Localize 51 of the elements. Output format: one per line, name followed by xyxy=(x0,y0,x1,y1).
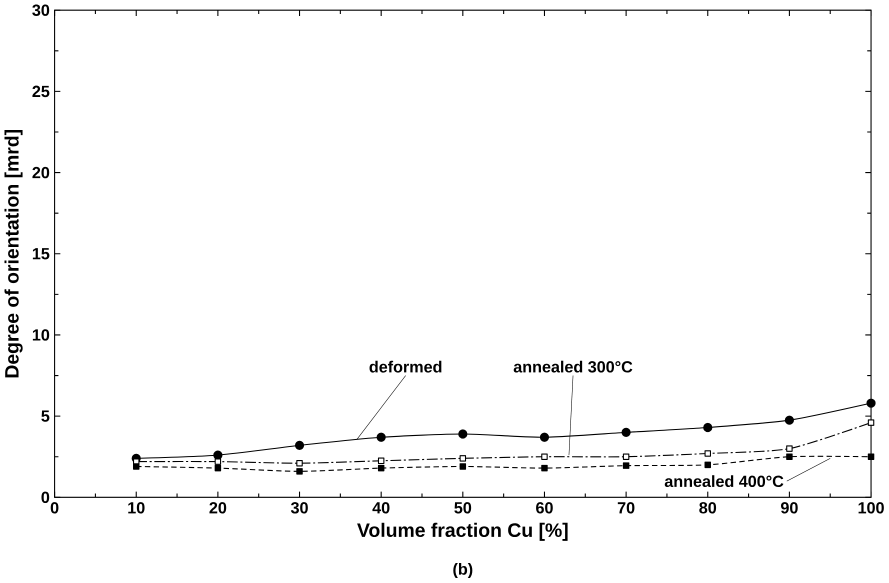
x-tick-label: 50 xyxy=(454,502,472,514)
x-tick-label: 10 xyxy=(128,502,145,514)
x-tick-label: 60 xyxy=(536,502,553,514)
point xyxy=(868,454,874,460)
point xyxy=(460,463,466,470)
point xyxy=(622,462,630,470)
point xyxy=(376,432,386,442)
y-tick-label: 25 xyxy=(32,86,50,98)
y-tick-label: 5 xyxy=(41,410,50,422)
x-tick-label: 70 xyxy=(618,502,634,514)
y-tick-label: 15 xyxy=(32,248,50,260)
point xyxy=(622,454,630,460)
y-tick-label: 20 xyxy=(32,167,50,179)
x-tick-label: 40 xyxy=(372,502,390,514)
point xyxy=(541,454,548,460)
point xyxy=(784,416,794,426)
point xyxy=(622,428,631,438)
x-tick-label: 100 xyxy=(858,502,884,514)
point xyxy=(703,423,712,432)
point xyxy=(786,446,793,452)
point xyxy=(786,454,793,460)
y-tick-label: 30 xyxy=(32,4,50,16)
y-axis-title: Degree of orientation [mrd] xyxy=(4,130,23,378)
x-tick-label: 30 xyxy=(290,502,308,514)
point xyxy=(866,398,876,408)
point xyxy=(541,465,548,472)
point xyxy=(704,450,711,457)
y-tick-label: 0 xyxy=(41,492,50,504)
text: deformed xyxy=(370,360,442,373)
point xyxy=(704,462,711,468)
x-tick-label: 0 xyxy=(50,502,58,514)
point xyxy=(378,458,384,464)
series-label: annealed 400°C xyxy=(664,475,784,488)
text: (b) xyxy=(453,563,472,578)
point xyxy=(540,432,550,442)
point xyxy=(460,455,466,462)
point xyxy=(214,465,222,472)
point xyxy=(868,420,874,426)
point xyxy=(296,468,303,475)
x-tick-label: 80 xyxy=(699,502,716,514)
point xyxy=(214,458,222,466)
y-tick-label: 10 xyxy=(32,329,50,341)
x-axis-title: Volume fraction Cu [%] xyxy=(357,523,568,542)
point xyxy=(296,460,303,467)
point xyxy=(294,441,304,450)
point xyxy=(458,430,468,439)
point xyxy=(133,463,140,470)
point xyxy=(378,465,384,472)
x-tick-label: 20 xyxy=(209,502,226,514)
text: annealed 300°C xyxy=(514,360,632,373)
x-tick-label: 90 xyxy=(780,502,798,514)
